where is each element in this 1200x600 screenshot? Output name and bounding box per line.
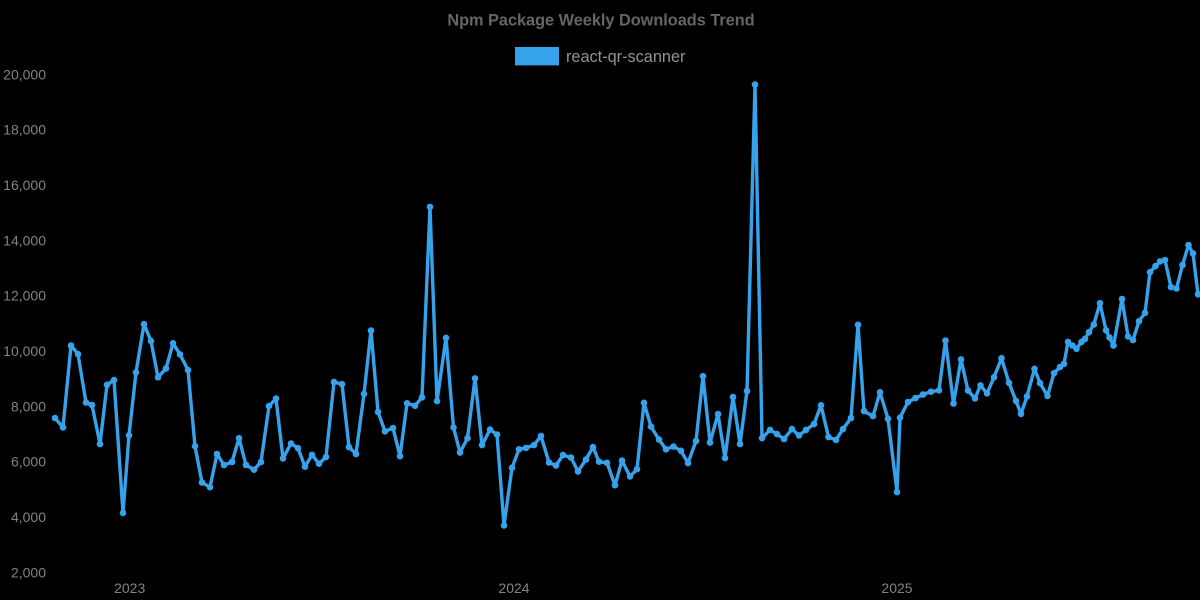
svg-text:4,000: 4,000 <box>11 509 46 525</box>
svg-text:2023: 2023 <box>114 580 145 596</box>
svg-text:react-qr-scanner: react-qr-scanner <box>566 48 686 66</box>
svg-text:2024: 2024 <box>498 580 529 596</box>
svg-text:8,000: 8,000 <box>11 398 46 414</box>
svg-text:16,000: 16,000 <box>3 177 46 193</box>
svg-text:Npm Package Weekly Downloads T: Npm Package Weekly Downloads Trend <box>447 12 754 30</box>
svg-text:10,000: 10,000 <box>3 343 46 359</box>
svg-text:2,000: 2,000 <box>11 564 46 580</box>
svg-text:14,000: 14,000 <box>3 232 46 248</box>
svg-text:18,000: 18,000 <box>3 122 46 138</box>
svg-text:2025: 2025 <box>881 580 912 596</box>
svg-text:20,000: 20,000 <box>3 66 46 82</box>
svg-text:12,000: 12,000 <box>3 288 46 304</box>
svg-text:6,000: 6,000 <box>11 454 46 470</box>
